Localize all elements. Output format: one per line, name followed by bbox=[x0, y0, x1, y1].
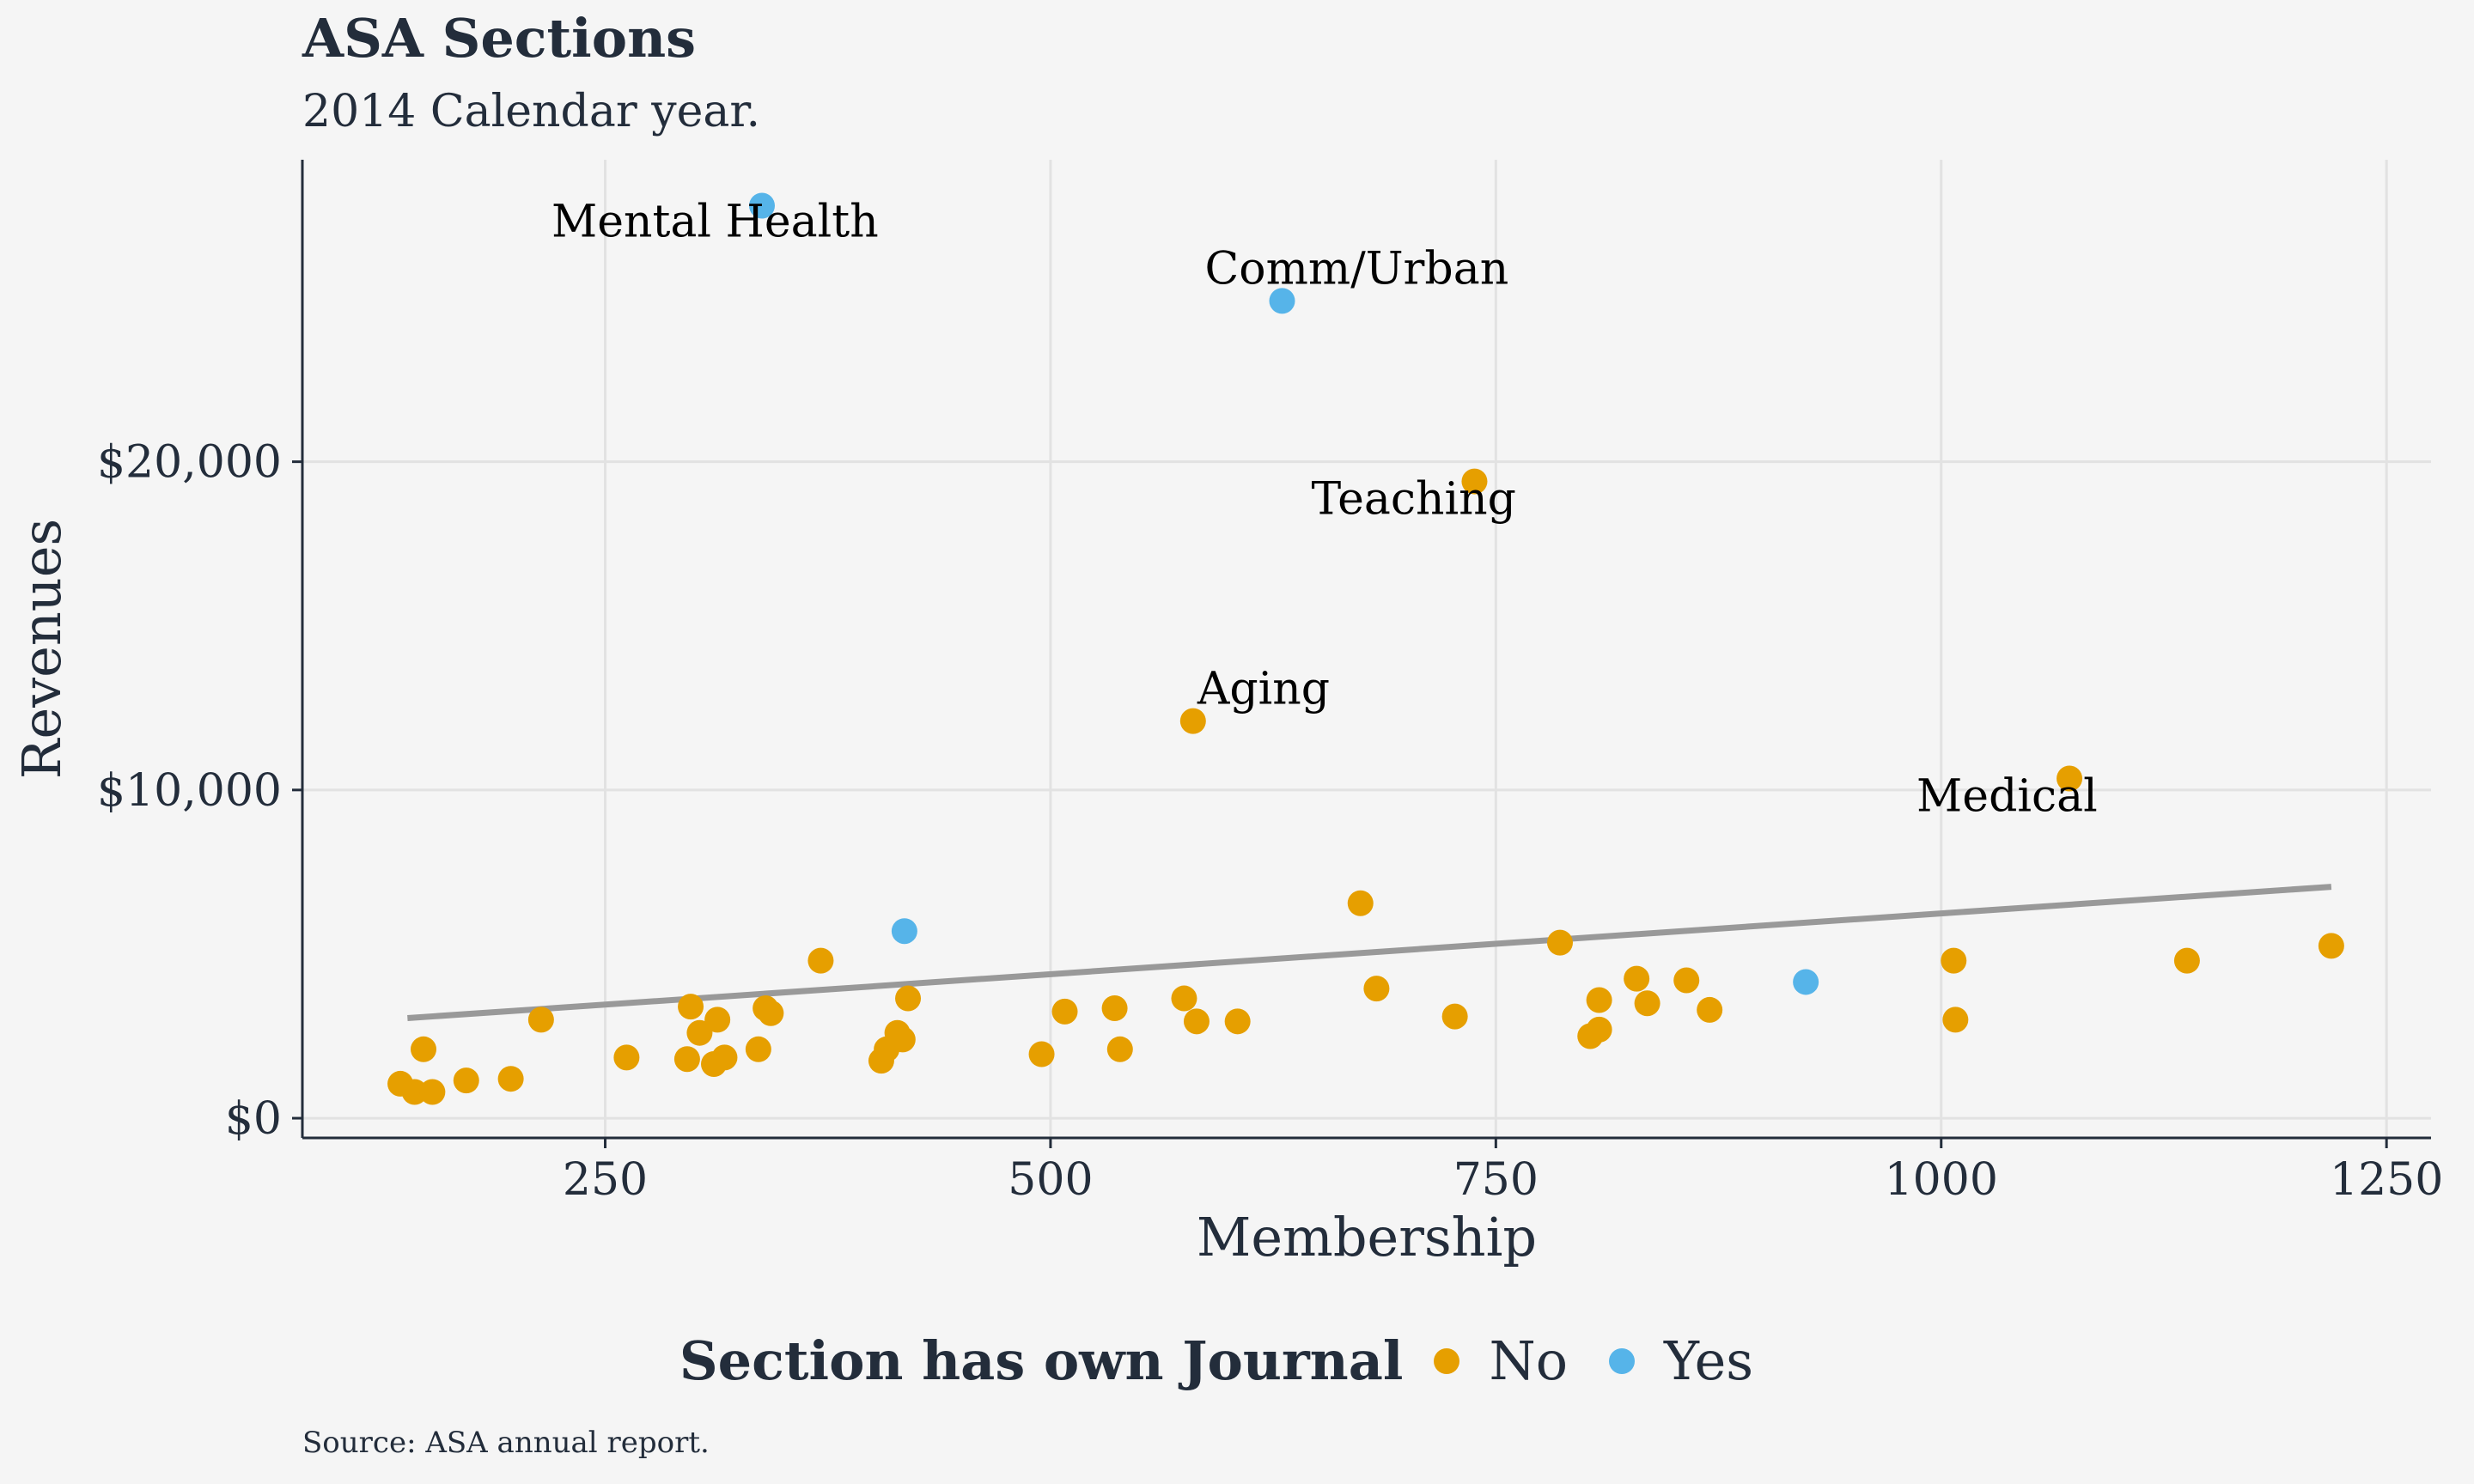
data-point-no bbox=[1461, 468, 1488, 495]
data-point-no bbox=[1546, 929, 1573, 956]
data-point-no bbox=[1028, 1041, 1055, 1067]
point-annotation: Mental Health bbox=[551, 197, 879, 248]
data-point-yes bbox=[891, 918, 917, 945]
data-point-no bbox=[1941, 947, 1967, 974]
data-point-no bbox=[678, 994, 704, 1020]
legend-dot-no bbox=[1434, 1347, 1460, 1374]
x-tick-label: 750 bbox=[1453, 1154, 1539, 1206]
y-tick-label: $10,000 bbox=[97, 765, 282, 817]
data-point-no bbox=[1224, 1008, 1251, 1035]
point-annotation: Comm/Urban bbox=[1205, 243, 1509, 295]
label-layer: Mental Health Comm/Urban Teaching Aging Medi… bbox=[551, 197, 2098, 823]
data-point-no bbox=[686, 1019, 713, 1046]
data-point-no bbox=[889, 1026, 916, 1053]
chart-subtitle: 2014 Calendar year. bbox=[302, 86, 761, 137]
data-point-no bbox=[2173, 947, 2200, 974]
data-point-no bbox=[1363, 976, 1390, 1002]
data-point-no bbox=[1697, 996, 1723, 1023]
data-point-no bbox=[613, 1044, 640, 1071]
data-point-no bbox=[1673, 967, 1700, 994]
data-point-no bbox=[1942, 1007, 1969, 1033]
trend-line bbox=[407, 884, 2332, 1021]
data-point-no bbox=[711, 1044, 738, 1071]
data-point-no bbox=[1171, 985, 1197, 1012]
y-tick-label: $20,000 bbox=[97, 437, 282, 489]
legend-title: Section has own Journal bbox=[679, 1329, 1404, 1392]
x-tick-label: 500 bbox=[1008, 1154, 1093, 1206]
data-point-no bbox=[1586, 1016, 1612, 1043]
data-point-yes bbox=[748, 192, 775, 219]
data-point-no bbox=[1179, 708, 1206, 734]
y-tick-label: $0 bbox=[225, 1093, 282, 1145]
data-point-no bbox=[527, 1007, 554, 1033]
x-tick-label: 1250 bbox=[2330, 1154, 2443, 1206]
data-point-no bbox=[453, 1067, 479, 1094]
y-axis-title: Revenues bbox=[10, 519, 73, 779]
data-point-no bbox=[1106, 1036, 1133, 1062]
x-tick-label: 250 bbox=[563, 1154, 648, 1206]
data-point-no bbox=[497, 1066, 524, 1092]
data-point-no bbox=[758, 1000, 784, 1026]
point-annotation: Teaching bbox=[1311, 474, 1515, 526]
data-point-no bbox=[2318, 933, 2344, 959]
legend-label-yes: Yes bbox=[1664, 1329, 1754, 1392]
data-point-no bbox=[1634, 990, 1661, 1017]
data-point-no bbox=[411, 1036, 437, 1062]
x-axis-title: Membership bbox=[1197, 1206, 1537, 1268]
data-point-no bbox=[1347, 890, 1374, 916]
data-point-yes bbox=[1269, 288, 1295, 314]
point-layer bbox=[387, 192, 2344, 1105]
data-point-no bbox=[1183, 1008, 1210, 1035]
data-point-yes bbox=[1793, 969, 1819, 995]
data-point-no bbox=[895, 985, 922, 1012]
data-point-no bbox=[419, 1079, 446, 1105]
data-point-no bbox=[807, 947, 834, 974]
legend: Section has own Journal No Yes bbox=[0, 1329, 2474, 1392]
point-annotation: Medical bbox=[1916, 770, 2098, 822]
axis-layer: 250 500 750 1000 1250 $0 $10,000 $20,000 Members… bbox=[10, 160, 2443, 1268]
x-tick-label: 1000 bbox=[1885, 1154, 1998, 1206]
data-point-no bbox=[704, 1007, 731, 1033]
data-point-no bbox=[1051, 998, 1078, 1025]
legend-label-no: No bbox=[1489, 1329, 1569, 1392]
legend-item-no: No bbox=[1434, 1329, 1568, 1392]
data-point-no bbox=[745, 1036, 771, 1062]
data-point-no bbox=[401, 1079, 428, 1105]
data-point-no bbox=[1624, 965, 1650, 992]
grid-layer bbox=[302, 160, 2431, 1138]
chart-caption: Source: ASA annual report. bbox=[302, 1426, 710, 1460]
trend-layer bbox=[407, 884, 2332, 1021]
point-annotation: Aging bbox=[1197, 664, 1330, 715]
data-point-no bbox=[1586, 987, 1612, 1013]
data-point-no bbox=[673, 1046, 700, 1073]
data-point-no bbox=[1101, 995, 1128, 1022]
legend-dot-yes bbox=[1609, 1347, 1636, 1374]
chart-title: ASA Sections bbox=[302, 7, 697, 70]
data-point-no bbox=[2057, 765, 2083, 792]
data-point-no bbox=[1441, 1003, 1468, 1030]
legend-item-yes: Yes bbox=[1609, 1329, 1753, 1392]
